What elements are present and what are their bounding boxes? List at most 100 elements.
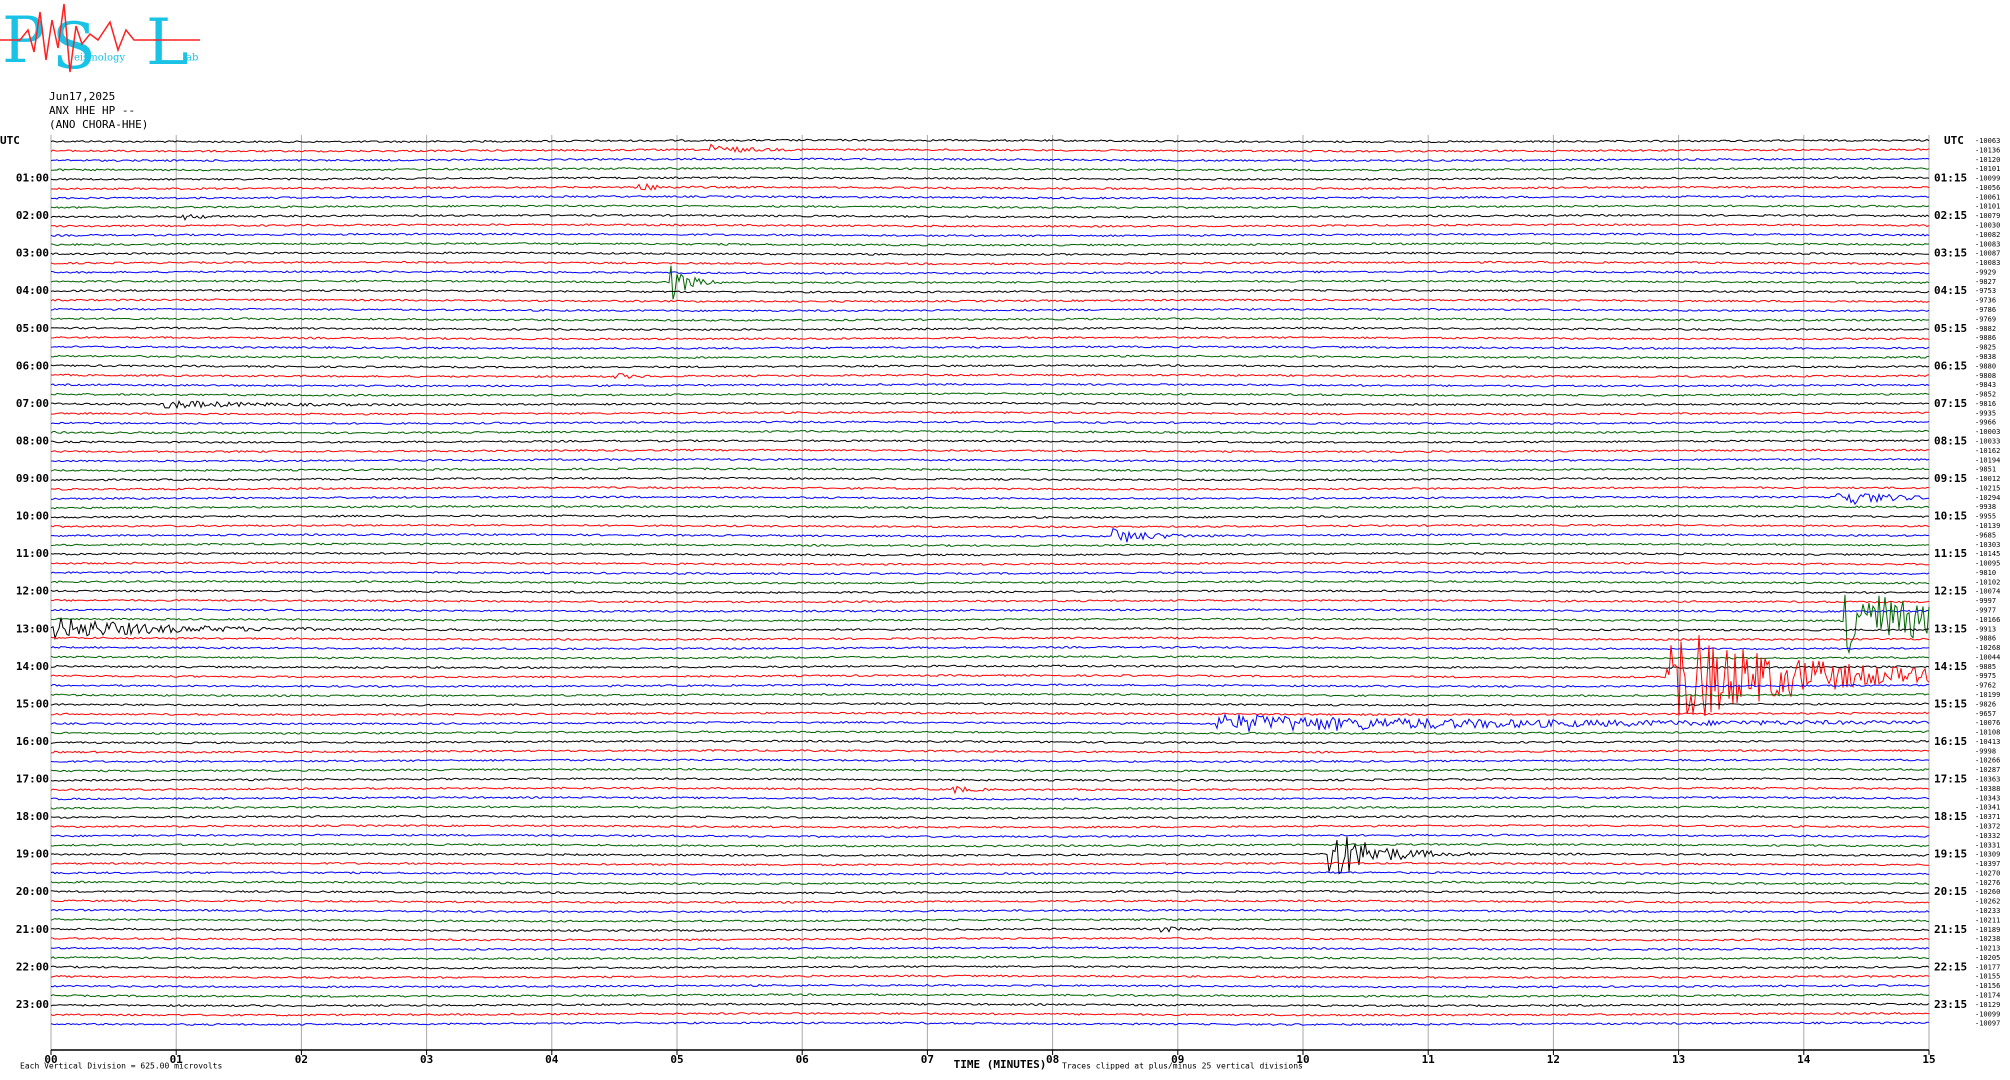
trace [50, 683, 1930, 688]
trace-offset: -10205 [1975, 954, 2000, 962]
trace [50, 204, 1930, 210]
trace [50, 713, 1930, 733]
trace-offset: -10003 [1975, 428, 2000, 436]
trace-offset: -9882 [1975, 325, 1996, 333]
hour-label: 01:00 [16, 172, 49, 185]
trace-offset: -10303 [1975, 541, 2000, 549]
trace-offset: -9685 [1975, 531, 1996, 539]
trace-offset: -9913 [1975, 625, 1996, 633]
trace [50, 955, 1930, 961]
trace [50, 429, 1930, 435]
trace-offset: -10260 [1975, 888, 2000, 896]
hour-label: 04:00 [16, 284, 49, 297]
hour-label-right: 11:15 [1934, 547, 1967, 560]
logo-subtext: eismology [74, 53, 125, 64]
trace-offset: -10156 [1975, 982, 2000, 990]
trace-offset: -9852 [1975, 391, 1996, 399]
trace [50, 926, 1930, 933]
trace [50, 373, 1930, 380]
x-tick-label: 14 [1797, 1053, 1811, 1066]
trace-offset: -10213 [1975, 945, 2000, 953]
x-tick-label: 07 [921, 1053, 934, 1066]
hour-label-right: 22:15 [1934, 960, 1967, 973]
trace-offset: -10189 [1975, 926, 2000, 934]
hour-label-right: 21:15 [1934, 923, 1967, 936]
trace-offset: -9838 [1975, 353, 1996, 361]
trace [50, 608, 1930, 613]
trace-offset: -9825 [1975, 344, 1996, 352]
trace-offset: -10233 [1975, 907, 2000, 915]
trace-offset: -10095 [1975, 560, 2000, 568]
trace [50, 448, 1929, 454]
trace-offset: -9826 [1975, 700, 1996, 708]
trace-offset: -10262 [1975, 898, 2000, 906]
trace [50, 335, 1930, 341]
trace [50, 983, 1930, 989]
trace [50, 918, 1930, 923]
trace [50, 176, 1930, 181]
hour-label-right: 12:15 [1934, 585, 1967, 598]
trace-offset: -10268 [1975, 644, 2000, 652]
trace-offset: -10371 [1975, 813, 2000, 821]
trace [50, 617, 1930, 641]
trace-offset: -10101 [1975, 165, 2000, 173]
hour-label: 21:00 [16, 923, 49, 936]
trace-offset: -10194 [1975, 456, 2000, 464]
trace [50, 528, 1930, 543]
hour-label: 06:00 [16, 359, 49, 372]
trace [50, 251, 1930, 256]
hour-label: 20:00 [16, 885, 49, 898]
trace [51, 664, 1930, 670]
trace-offset: -9955 [1975, 513, 1996, 521]
hour-label: 02:00 [16, 209, 49, 222]
hour-label-right: 20:15 [1934, 885, 1967, 898]
trace-offset: -10388 [1975, 785, 2000, 793]
trace [50, 223, 1930, 228]
x-tick-label: 11 [1422, 1053, 1436, 1066]
station: ANX HHE HP -- [49, 104, 135, 117]
trace [50, 908, 1930, 914]
trace [50, 805, 1930, 810]
trace-offset: -10309 [1975, 851, 2000, 859]
x-tick-label: 10 [1296, 1053, 1309, 1066]
x-tick-label: 03 [420, 1053, 433, 1066]
trace [50, 561, 1930, 566]
trace-offset: -10108 [1975, 729, 2000, 737]
trace [50, 589, 1930, 594]
trace [50, 749, 1930, 754]
trace-offset: -10139 [1975, 522, 2000, 530]
footer-clip: Traces clipped at plus/minus 25 vertical… [1062, 1062, 1303, 1071]
hour-label: 13:00 [16, 622, 49, 635]
left-utc: UTC [0, 134, 20, 147]
trace-offset: -10215 [1975, 484, 2000, 492]
trace [50, 880, 1930, 886]
footer-scale: Each Vertical Division = 625.00 microvol… [20, 1062, 222, 1071]
trace-offset: -10079 [1975, 212, 2000, 220]
hour-label: 10:00 [16, 510, 49, 523]
trace-offset: -10276 [1975, 879, 2000, 887]
trace-offset: -10177 [1975, 963, 2000, 971]
trace [50, 711, 1930, 717]
trace-offset: -10129 [1975, 1001, 2000, 1009]
trace [50, 739, 1930, 745]
x-tick-label: 04 [545, 1053, 559, 1066]
trace-offset: -9851 [1975, 466, 1996, 474]
trace [50, 692, 1930, 698]
hour-label: 08:00 [16, 434, 49, 447]
trace-offset: -10331 [1975, 841, 2000, 849]
trace [50, 936, 1930, 942]
trace-offset: -10332 [1975, 832, 2000, 840]
trace-offset: -9977 [1975, 607, 1996, 615]
trace-offset: -9816 [1975, 400, 1996, 408]
trace-offset: -9938 [1975, 503, 1996, 511]
trace-offset: -9886 [1975, 635, 1996, 643]
trace-offset: -10166 [1975, 616, 2000, 624]
traces [50, 138, 1930, 1026]
trace [50, 486, 1930, 491]
hour-label-right: 17:15 [1934, 773, 1967, 786]
trace [50, 1011, 1930, 1017]
trace-offset: -10061 [1975, 193, 2000, 201]
trace [50, 476, 1930, 482]
trace [51, 166, 1930, 172]
trace [50, 842, 1930, 848]
